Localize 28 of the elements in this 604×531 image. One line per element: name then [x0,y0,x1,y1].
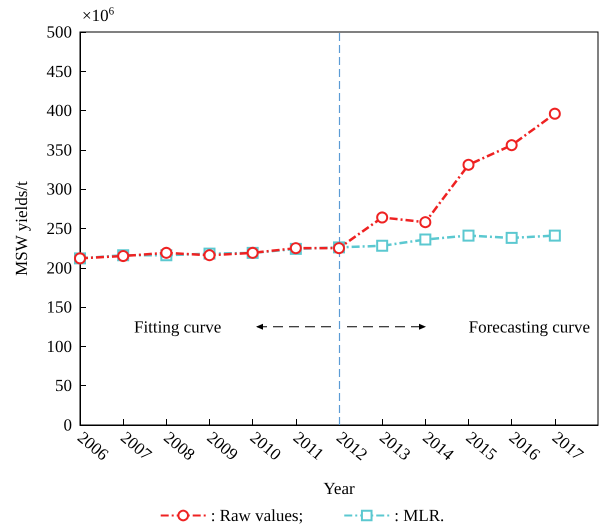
legend-label: : MLR. [394,506,444,525]
x-tick-label: 2017 [548,428,588,464]
x-tick-label: 2007 [117,428,156,464]
y-tick-label: 350 [46,140,72,160]
x-tick-label: 2013 [376,428,414,464]
x-tick-label: 2008 [160,428,198,464]
y-tick-label: 300 [46,180,72,199]
y-tick-label: 450 [46,62,72,81]
x-axis-title: Year [323,479,355,498]
y-tick-label: 500 [46,22,72,42]
x-tick-label: 2010 [246,428,285,464]
x-tick-label: 2011 [290,428,328,464]
x-tick-label: 2009 [203,428,242,464]
y-tick-label: 200 [46,258,72,278]
annotation: Forecasting curve [468,317,590,336]
y-tick-label: 250 [46,219,72,238]
y-tick-label: 400 [46,101,72,120]
x-tick-label: 2014 [419,428,458,464]
y-tick-label: 50 [55,376,72,396]
x-tick-label: 2016 [506,428,544,464]
y-tick-label: 100 [46,336,72,356]
y-tick-label: 150 [46,298,72,317]
legend-label: : Raw values; [210,506,304,525]
y-axis-title: MSW yields/t [12,180,31,276]
x-tick-label: 2006 [74,428,112,464]
annotation: Fitting curve [134,317,222,336]
x-tick-label: 2015 [462,428,501,464]
y-tick-label: 0 [64,416,72,434]
